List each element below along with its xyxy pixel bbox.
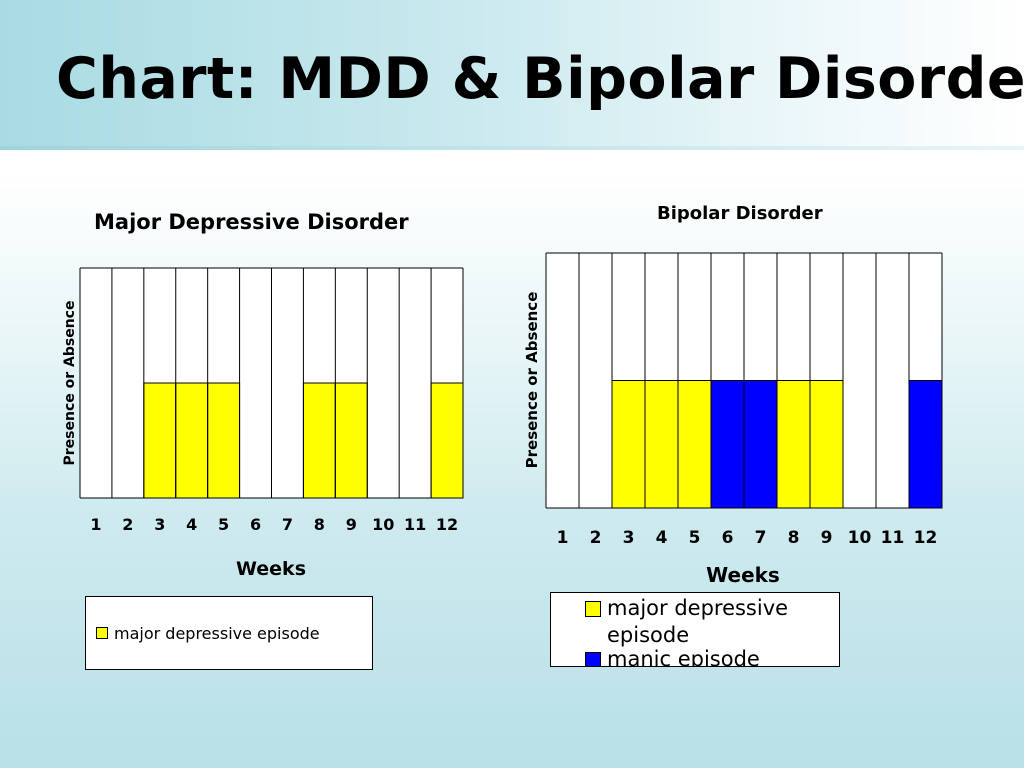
mdd-bar-major-depressive-episode-week-5 <box>207 382 241 499</box>
bipolar-plot-area <box>546 253 942 508</box>
title-band <box>0 0 1024 150</box>
mdd-tick-label-week-12: 12 <box>436 515 458 534</box>
mdd-legend-label: major depressive episode <box>114 624 320 643</box>
bipolar-tick-label-week-12: 12 <box>914 528 938 548</box>
bipolar-bar-major-depressive-episode-week-3 <box>611 380 646 509</box>
bipolar-tick-label-week-10: 10 <box>848 528 872 548</box>
mdd-tick-label-week-5: 5 <box>218 515 229 534</box>
mdd-tick-label-week-8: 8 <box>314 515 325 534</box>
bipolar-legend-item-major-depressive: major depressive episode <box>585 595 835 649</box>
mdd-legend-swatch-yellow <box>96 627 108 639</box>
bipolar-legend-item-manic: manic episode <box>585 646 835 667</box>
bipolar-bar-major-depressive-episode-week-8 <box>776 380 811 509</box>
bipolar-legend-label-manic: manic episode <box>607 647 760 667</box>
bipolar-tick-label-week-1: 1 <box>557 528 569 548</box>
bipolar-bar-manic-episode-week-12 <box>908 380 943 509</box>
mdd-legend-item-major-depressive: major depressive episode <box>96 624 320 643</box>
title-divider <box>0 146 1024 150</box>
bipolar-bar-major-depressive-episode-week-9 <box>809 380 844 509</box>
mdd-x-axis-label: Weeks <box>236 558 306 580</box>
mdd-bar-major-depressive-episode-week-12 <box>430 382 464 499</box>
mdd-tick-label-week-6: 6 <box>250 515 261 534</box>
mdd-chart-title: Major Depressive Disorder <box>94 210 409 234</box>
bipolar-tick-label-week-7: 7 <box>755 528 767 548</box>
bipolar-tick-label-week-5: 5 <box>689 528 701 548</box>
mdd-tick-label-week-11: 11 <box>404 515 426 534</box>
bipolar-legend-swatch-blue <box>585 652 601 666</box>
mdd-tick-label-week-7: 7 <box>282 515 293 534</box>
mdd-legend: major depressive episode <box>85 596 373 670</box>
bipolar-tick-label-week-11: 11 <box>881 528 905 548</box>
bipolar-legend: major depressive episode manic episode <box>550 592 840 667</box>
bipolar-tick-label-week-9: 9 <box>821 528 833 548</box>
bipolar-bar-manic-episode-week-6 <box>710 380 745 509</box>
bipolar-legend-swatch-yellow <box>585 601 601 617</box>
mdd-tick-label-week-2: 2 <box>122 515 133 534</box>
bipolar-y-axis-label: Presence or Absence <box>523 292 541 469</box>
bipolar-bar-manic-episode-week-7 <box>743 380 778 509</box>
mdd-bar-major-depressive-episode-week-4 <box>175 382 209 499</box>
bipolar-x-axis-label: Weeks <box>706 563 780 587</box>
mdd-bar-major-depressive-episode-week-8 <box>302 382 336 499</box>
bipolar-bar-major-depressive-episode-week-5 <box>677 380 712 509</box>
bipolar-tick-label-week-4: 4 <box>656 528 668 548</box>
mdd-tick-label-week-4: 4 <box>186 515 197 534</box>
mdd-tick-label-week-9: 9 <box>346 515 357 534</box>
bipolar-tick-label-week-8: 8 <box>788 528 800 548</box>
mdd-tick-label-week-1: 1 <box>90 515 101 534</box>
bipolar-tick-label-week-3: 3 <box>623 528 635 548</box>
bipolar-tick-label-week-6: 6 <box>722 528 734 548</box>
mdd-bar-major-depressive-episode-week-3 <box>143 382 177 499</box>
bipolar-tick-label-week-2: 2 <box>590 528 602 548</box>
mdd-plot-area <box>80 268 463 498</box>
mdd-tick-label-week-10: 10 <box>372 515 394 534</box>
mdd-bar-major-depressive-episode-week-9 <box>334 382 368 499</box>
slide-title: Chart: MDD & Bipolar Disorder <box>56 46 1024 112</box>
bipolar-legend-label-depressive: major depressive episode <box>607 596 789 647</box>
bipolar-bar-major-depressive-episode-week-4 <box>644 380 679 509</box>
mdd-y-axis-label: Presence or Absence <box>62 301 78 466</box>
mdd-tick-label-week-3: 3 <box>154 515 165 534</box>
bipolar-chart-title: Bipolar Disorder <box>657 203 823 224</box>
